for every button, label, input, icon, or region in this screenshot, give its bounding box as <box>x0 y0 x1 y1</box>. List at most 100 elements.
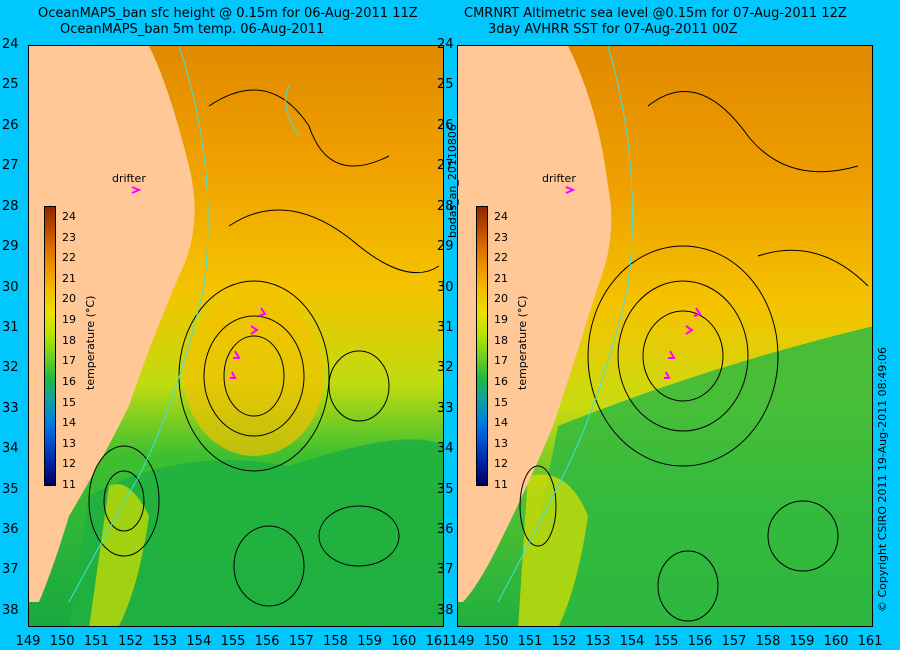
y-tick-label: 26 <box>2 117 19 133</box>
x-tick-label: 159 <box>789 634 815 649</box>
y-tick-label: 27 <box>437 158 454 174</box>
y-tick-label: 31 <box>2 319 19 335</box>
colorbar-label: 12 <box>494 457 508 471</box>
y-tick-label: 33 <box>437 400 454 416</box>
colorbar-label: 13 <box>494 436 508 450</box>
colorbar-label: 20 <box>62 292 76 306</box>
x-tick-label: 152 <box>118 634 143 649</box>
colorbar-label: 22 <box>494 251 508 265</box>
right-drifter-label: drifter <box>542 172 576 185</box>
colorbar-label: 24 <box>494 210 508 223</box>
colorbar-label: 24 <box>62 210 76 223</box>
left-drifter-markers <box>131 186 267 379</box>
left-drifter-label: drifter <box>112 172 146 185</box>
y-tick-label: 25 <box>2 77 19 93</box>
colorbar-label: 12 <box>62 457 76 471</box>
colorbar-label: 13 <box>62 436 76 450</box>
colorbar-label: 19 <box>494 313 508 327</box>
land-mass <box>458 46 612 602</box>
x-tick-label: 152 <box>551 634 577 649</box>
y-tick-label: 29 <box>437 239 454 255</box>
right-isobath <box>497 46 633 603</box>
x-tick-label: 158 <box>755 634 781 649</box>
y-tick-label: 25 <box>437 77 454 93</box>
colorbar-label: 18 <box>62 333 76 347</box>
y-tick-label: 31 <box>437 319 454 335</box>
right-title-line1: CMRNRT Altimetric sea level @0.15m for 0… <box>464 6 847 21</box>
colorbar-label: 21 <box>494 271 508 285</box>
colorbar-label: 15 <box>62 395 76 409</box>
left-side-label: bodas_an_20110806 <box>446 124 459 238</box>
y-tick-label: 30 <box>437 279 454 295</box>
colorbar-label: 11 <box>62 478 76 491</box>
y-tick-label: 24 <box>2 37 19 52</box>
left-isobath <box>68 46 300 603</box>
x-tick-label: 159 <box>357 634 383 649</box>
right-map-panel[interactable] <box>457 45 873 627</box>
land-mass <box>29 46 195 602</box>
colorbar-title: temperature (°C) <box>84 295 97 390</box>
x-tick-label: 149 <box>15 634 41 649</box>
y-tick-label: 28 <box>2 198 19 214</box>
y-tick-label: 34 <box>437 441 454 457</box>
colorbar-label: 23 <box>494 230 508 244</box>
y-tick-label: 32 <box>2 360 19 376</box>
left-title-line1: OceanMAPS_ban sfc height @ 0.15m for 06-… <box>38 6 418 21</box>
x-tick-label: 160 <box>391 634 417 649</box>
x-tick-label: 151 <box>517 634 543 649</box>
colorbar-label: 21 <box>62 271 76 285</box>
right-title-line2: 3day AVHRR SST for 07-Aug-2011 00Z <box>488 22 738 37</box>
y-tick-label: 33 <box>2 400 19 416</box>
y-tick-label: 37 <box>2 562 19 578</box>
x-tick-label: 156 <box>254 634 280 649</box>
left-map-svg <box>29 46 443 626</box>
y-tick-label: 36 <box>2 522 19 537</box>
y-tick-label: 32 <box>437 360 454 376</box>
y-tick-label: 29 <box>2 239 19 255</box>
x-tick-label: 150 <box>49 634 75 649</box>
y-tick-label: 36 <box>437 522 454 537</box>
colorbar-label: 14 <box>62 416 76 430</box>
right-map-svg <box>458 46 872 626</box>
x-tick-label: 153 <box>585 634 611 649</box>
colorbar-label: 20 <box>494 292 508 306</box>
y-tick-label: 30 <box>2 279 19 295</box>
colorbar-label: 14 <box>494 416 508 430</box>
x-tick-label: 150 <box>483 634 509 649</box>
x-tick-label: 161 <box>425 634 451 649</box>
y-tick-label: 38 <box>2 602 19 618</box>
colorbar-label: 23 <box>62 230 76 244</box>
colorbar-strip <box>476 206 488 486</box>
colorbar-label: 16 <box>62 374 76 388</box>
colorbar-label: 22 <box>62 251 76 265</box>
right-contours <box>519 91 869 622</box>
x-tick-label: 153 <box>152 634 178 649</box>
y-tick-label: 35 <box>2 481 19 497</box>
colorbar-label: 17 <box>62 354 76 368</box>
y-tick-label: 34 <box>2 441 19 457</box>
left-title-line2: OceanMAPS_ban 5m temp. 06-Aug-2011 <box>60 22 325 37</box>
x-tick-label: 149 <box>449 634 475 649</box>
y-tick-label: 28 <box>437 198 454 214</box>
right-drifter-markers <box>565 186 702 379</box>
x-tick-label: 158 <box>323 634 348 649</box>
x-tick-label: 156 <box>687 634 713 649</box>
y-tick-label: 37 <box>437 562 454 578</box>
y-tick-label: 27 <box>2 158 19 174</box>
x-tick-label: 154 <box>619 634 645 649</box>
colorbar-label: 19 <box>62 313 76 327</box>
x-tick-label: 154 <box>186 634 212 649</box>
right-side-label: © Copyright CSIRO 2011 19-Aug-2011 08:49… <box>876 346 889 612</box>
colorbar-label: 11 <box>494 478 508 491</box>
y-tick-label: 24 <box>437 37 454 52</box>
colorbar-label: 16 <box>494 374 508 388</box>
colorbar-strip <box>44 206 56 486</box>
y-tick-label: 38 <box>437 602 454 618</box>
x-tick-label: 151 <box>83 634 109 649</box>
y-tick-label: 35 <box>437 481 454 497</box>
colorbar-label: 18 <box>494 333 508 347</box>
colorbar-label: 17 <box>494 354 508 368</box>
left-map-panel[interactable] <box>28 45 444 627</box>
x-tick-label: 155 <box>653 634 679 649</box>
y-tick-label: 26 <box>437 117 454 133</box>
